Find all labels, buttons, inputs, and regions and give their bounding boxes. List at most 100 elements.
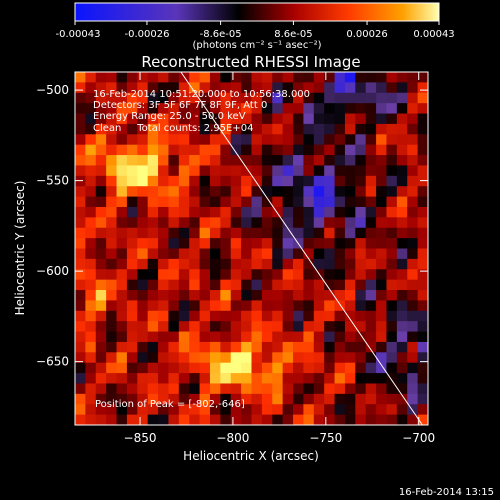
heatmap-cell <box>376 383 388 395</box>
heatmap-cell <box>116 186 128 198</box>
heatmap-cell <box>75 134 86 146</box>
heatmap-cell <box>209 196 221 208</box>
heatmap-cell <box>303 92 315 104</box>
heatmap-cell <box>365 269 377 281</box>
heatmap-cell <box>344 123 356 135</box>
heatmap-cell <box>344 113 356 125</box>
heatmap-cell <box>199 331 211 343</box>
heatmap-cell <box>220 123 232 135</box>
heatmap-cell <box>355 404 367 416</box>
heatmap-cell <box>396 103 408 115</box>
heatmap-cell <box>75 321 86 333</box>
heatmap-cell <box>261 258 273 270</box>
heatmap-cell <box>147 144 159 156</box>
heatmap-cell <box>178 123 190 135</box>
heatmap-cell <box>85 227 97 239</box>
y-tick-label: −500 <box>36 83 69 97</box>
heatmap-cell <box>85 144 97 156</box>
heatmap-cell <box>126 321 138 333</box>
heatmap-cell <box>251 248 263 260</box>
heatmap-cell <box>178 290 190 302</box>
heatmap-cell <box>95 165 107 177</box>
heatmap-cell <box>396 72 408 83</box>
heatmap-cell <box>282 269 294 281</box>
heatmap-cell <box>272 82 284 94</box>
heatmap-cell <box>220 393 232 405</box>
heatmap-cell <box>417 217 428 229</box>
heatmap-cell <box>126 248 138 260</box>
heatmap-cell <box>334 155 346 167</box>
heatmap-cell <box>282 217 294 229</box>
heatmap-cell <box>106 310 118 322</box>
heatmap-cell <box>209 72 221 83</box>
heatmap-cell <box>386 206 398 218</box>
heatmap-cell <box>282 321 294 333</box>
heatmap-cell <box>365 196 377 208</box>
heatmap-cell <box>313 82 325 94</box>
heatmap-cell <box>376 134 388 146</box>
heatmap-cell <box>303 217 315 229</box>
heatmap-cell <box>75 217 86 229</box>
heatmap-cell <box>355 134 367 146</box>
heatmap-cell <box>396 321 408 333</box>
heatmap-cell <box>251 373 263 385</box>
heatmap-cell <box>303 165 315 177</box>
heatmap-cell <box>251 383 263 395</box>
heatmap-cell <box>106 238 118 250</box>
heatmap-cell <box>85 72 97 83</box>
heatmap-cell <box>85 341 97 353</box>
heatmap-cell <box>230 92 242 104</box>
heatmap-cell <box>126 92 138 104</box>
heatmap-cell <box>365 352 377 364</box>
heatmap-cell <box>178 362 190 374</box>
heatmap-cell <box>386 414 398 425</box>
heatmap-cell <box>230 206 242 218</box>
peak-position-label: Position of Peak = [-802,-646] <box>95 399 245 410</box>
heatmap-cell <box>137 331 149 343</box>
heatmap-cell <box>282 331 294 343</box>
heatmap-cell <box>137 341 149 353</box>
heatmap-cell <box>376 82 388 94</box>
heatmap-cell <box>85 321 97 333</box>
heatmap-cell <box>189 103 201 115</box>
heatmap-cell <box>189 72 201 83</box>
heatmap-cell <box>106 103 118 115</box>
heatmap-cell <box>407 393 419 405</box>
heatmap-cell <box>158 341 170 353</box>
heatmap-cell <box>158 300 170 312</box>
heatmap-cell <box>251 72 263 83</box>
heatmap-cell <box>365 175 377 187</box>
heatmap-cell <box>85 155 97 167</box>
heatmap-cell <box>199 238 211 250</box>
heatmap-cell <box>386 238 398 250</box>
heatmap-cell <box>85 113 97 125</box>
heatmap-cell <box>116 92 128 104</box>
heatmap-cell <box>324 352 336 364</box>
heatmap-cell <box>230 383 242 395</box>
heatmap-cell <box>137 248 149 260</box>
heatmap-cell <box>220 248 232 260</box>
heatmap-cell <box>396 383 408 395</box>
heatmap-cell <box>376 300 388 312</box>
heatmap-cell <box>303 321 315 333</box>
heatmap-cell <box>75 258 86 270</box>
heatmap-cell <box>168 341 180 353</box>
heatmap-cell <box>95 113 107 125</box>
heatmap-cell <box>241 248 253 260</box>
y-axis-label: Heliocentric Y (arcsec) <box>13 181 27 316</box>
heatmap-cell <box>417 82 428 94</box>
heatmap-cell <box>293 186 305 198</box>
heatmap-cell <box>376 414 388 425</box>
heatmap-cell <box>407 248 419 260</box>
heatmap-cell <box>407 373 419 385</box>
heatmap-cell <box>95 341 107 353</box>
heatmap-cell <box>220 290 232 302</box>
heatmap-cell <box>199 165 211 177</box>
heatmap-cell <box>106 300 118 312</box>
heatmap-cell <box>303 393 315 405</box>
heatmap-cell <box>324 373 336 385</box>
heatmap-cell <box>344 206 356 218</box>
heatmap-cell <box>147 165 159 177</box>
heatmap-cell <box>199 414 211 425</box>
heatmap-cell <box>396 258 408 270</box>
